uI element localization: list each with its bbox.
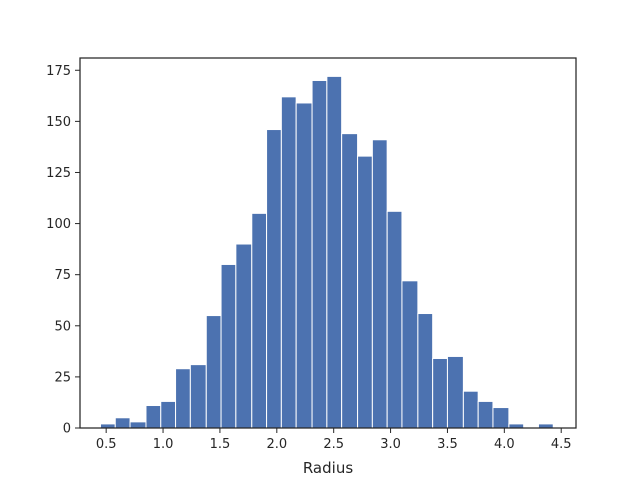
- y-tick-label: 125: [46, 166, 71, 181]
- y-tick-label: 50: [54, 319, 71, 334]
- histogram-bar: [371, 139, 388, 429]
- x-tick-label: 3.0: [380, 437, 401, 452]
- x-tick-label: 0.5: [96, 437, 117, 452]
- y-tick-label: 175: [46, 64, 71, 79]
- x-axis-label: Radius: [303, 459, 353, 477]
- histogram-bar: [114, 417, 131, 429]
- histogram-bar: [357, 155, 373, 429]
- x-tick-label: 1.0: [153, 437, 174, 452]
- histogram-bar: [477, 400, 494, 429]
- histogram-bar: [462, 390, 479, 429]
- histogram-bar: [145, 405, 162, 429]
- histogram-bar: [129, 421, 147, 429]
- histogram-bar: [386, 210, 403, 429]
- histogram-bar: [417, 313, 434, 429]
- histogram-bar: [326, 75, 343, 429]
- histogram-bar: [235, 243, 253, 429]
- x-tick-label: 4.5: [551, 437, 572, 452]
- y-tick-label: 25: [54, 370, 71, 385]
- histogram-bars: [99, 75, 554, 429]
- histogram-bar: [266, 129, 282, 429]
- x-tick-label: 4.0: [494, 437, 515, 452]
- histogram-bar: [492, 407, 510, 429]
- histogram-bar: [189, 364, 207, 429]
- y-tick-label: 150: [46, 115, 71, 130]
- y-tick-label: 0: [63, 422, 71, 437]
- x-tick-label: 2.0: [266, 437, 287, 452]
- histogram-bar: [446, 355, 464, 429]
- histogram-bar: [401, 280, 419, 429]
- y-tick-label: 100: [46, 217, 71, 232]
- y-axis-ticks: 0 25 50 75 100 125 150 175: [46, 64, 80, 437]
- histogram-bar: [432, 357, 448, 429]
- histogram-bar: [341, 133, 359, 429]
- x-axis-ticks: 0.5 1.0 1.5 2.0 2.5 3.0 3.5 4.0 4.5: [96, 428, 572, 452]
- x-tick-label: 3.5: [437, 437, 458, 452]
- histogram-bar: [220, 263, 237, 429]
- histogram-bar: [295, 102, 313, 429]
- plot-frame: [79, 57, 577, 429]
- x-tick-label: 2.5: [323, 437, 344, 452]
- histogram-bar: [251, 212, 268, 429]
- y-tick-label: 75: [54, 268, 71, 283]
- histogram-bar: [160, 400, 177, 429]
- histogram-bar: [311, 79, 328, 429]
- histogram-bar: [175, 368, 191, 429]
- histogram-bar: [205, 315, 222, 429]
- x-tick-label: 1.5: [210, 437, 231, 452]
- histogram-bar: [280, 96, 297, 429]
